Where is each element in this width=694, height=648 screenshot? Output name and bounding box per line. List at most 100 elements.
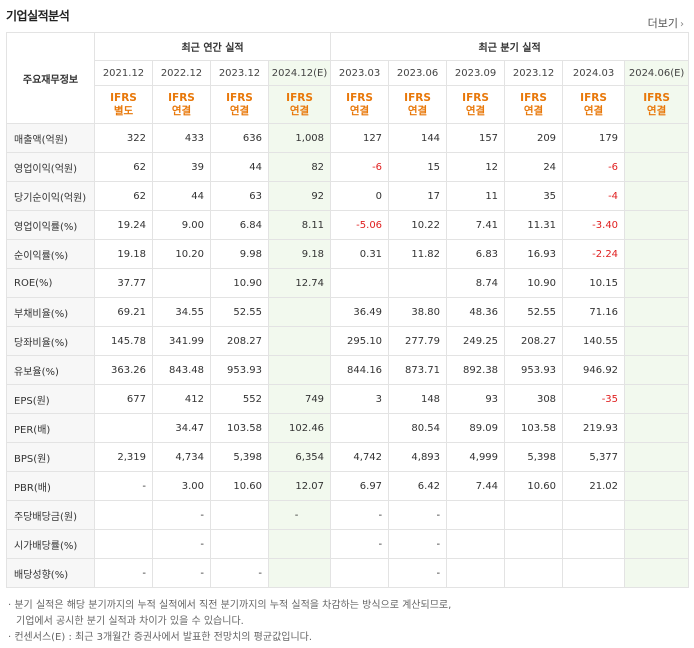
table-cell: 6.84 xyxy=(210,210,269,240)
type-scope: 연결 xyxy=(407,104,428,117)
table-cell: 37.77 xyxy=(94,268,153,298)
table-cell: - xyxy=(152,500,211,530)
accounting-type: IFRS 연결 xyxy=(562,85,626,124)
type-scope: 연결 xyxy=(523,104,544,117)
table-cell: 844.16 xyxy=(330,355,390,385)
table-cell: 10.20 xyxy=(152,239,211,269)
table-cell: 93 xyxy=(446,384,506,414)
type-standard: IFRS xyxy=(168,91,195,104)
type-scope: 연결 xyxy=(171,104,192,117)
table-cell: 208.27 xyxy=(210,326,269,356)
accounting-type: IFRS 연결 xyxy=(388,85,448,124)
table-cell: 433 xyxy=(152,123,211,153)
row-label: 영업이익(억원) xyxy=(6,152,95,182)
row-label: 매출액(억원) xyxy=(6,123,95,153)
more-link[interactable]: 더보기 › xyxy=(647,17,684,30)
table-cell: 412 xyxy=(152,384,211,414)
accounting-type: IFRS 연결 xyxy=(330,85,390,124)
period-header: 2023.09 xyxy=(446,60,506,86)
table-cell: 103.58 xyxy=(504,413,564,443)
table-cell: 36.49 xyxy=(330,297,390,327)
table-cell xyxy=(446,500,506,530)
table-cell: 9.98 xyxy=(210,239,269,269)
table-cell xyxy=(624,123,690,153)
table-cell xyxy=(624,558,690,588)
row-label: 영업이익률(%) xyxy=(6,210,95,240)
row-label: 유보율(%) xyxy=(6,355,95,385)
table-cell: 277.79 xyxy=(388,326,448,356)
accounting-type: IFRS 별도 xyxy=(94,85,153,124)
table-cell: 17 xyxy=(388,181,448,211)
table-cell xyxy=(94,500,153,530)
period-header: 2024.06(E) xyxy=(624,60,690,86)
table-cell: 21.02 xyxy=(562,471,626,501)
table-row: BPS(원) 2,319 4,734 5,398 6,354 4,742 4,893 4,99… xyxy=(6,442,690,472)
table-cell: -2.24 xyxy=(562,239,626,269)
row-label: 순이익률(%) xyxy=(6,239,95,269)
table-cell: 11.31 xyxy=(504,210,564,240)
type-standard: IFRS xyxy=(580,91,607,104)
table-row: ROE(%) 37.77 10.90 12.74 8.74 10.90 10.15 xyxy=(6,268,690,298)
table-cell: - xyxy=(330,500,390,530)
type-standard: IFRS xyxy=(110,91,137,104)
accounting-type: IFRS 연결 xyxy=(152,85,211,124)
period-header: 2023.06 xyxy=(388,60,448,86)
table-cell: 62 xyxy=(94,181,153,211)
row-label: 당좌비율(%) xyxy=(6,326,95,356)
table-cell: 144 xyxy=(388,123,448,153)
table-cell xyxy=(624,355,690,385)
table-cell: 219.93 xyxy=(562,413,626,443)
table-cell xyxy=(330,268,390,298)
table-cell: 9.00 xyxy=(152,210,211,240)
table-cell: 3.00 xyxy=(152,471,211,501)
table-cell: 552 xyxy=(210,384,269,414)
table-row: 주당배당금(원) - - - - xyxy=(6,500,690,530)
type-standard: IFRS xyxy=(226,91,253,104)
table-cell: 749 xyxy=(267,384,332,414)
table-cell: 208.27 xyxy=(504,326,564,356)
table-cell: 5,398 xyxy=(210,442,269,472)
type-scope: 연결 xyxy=(349,104,370,117)
table-cell: 8.11 xyxy=(267,210,332,240)
quarter-header: 최근 분기 실적 xyxy=(330,32,690,61)
footnote-1: · 분기 실적은 해당 분기까지의 누적 실적에서 직전 분기까지의 누적 실적… xyxy=(8,600,452,611)
table-cell xyxy=(94,529,153,559)
table-cell: 11 xyxy=(446,181,506,211)
table-cell: 9.18 xyxy=(267,239,332,269)
accounting-type: IFRS 연결 xyxy=(504,85,564,124)
table-cell: 10.60 xyxy=(504,471,564,501)
table-cell: 39 xyxy=(152,152,211,182)
table-cell: -6 xyxy=(562,152,626,182)
table-row: 당좌비율(%) 145.78 341.99 208.27 295.10 277.79 249… xyxy=(6,326,690,356)
table-cell: - xyxy=(330,529,390,559)
table-cell: 3 xyxy=(330,384,390,414)
type-standard: IFRS xyxy=(462,91,489,104)
period-header: 2023.12 xyxy=(504,60,564,86)
table-cell xyxy=(94,413,153,443)
type-scope: 연결 xyxy=(646,104,667,117)
table-cell: 677 xyxy=(94,384,153,414)
table-cell: 249.25 xyxy=(446,326,506,356)
table-cell: 6.83 xyxy=(446,239,506,269)
table-cell: 843.48 xyxy=(152,355,211,385)
table-cell: 6.42 xyxy=(388,471,448,501)
section-title: 기업실적분석 xyxy=(6,9,70,23)
table-cell: 4,999 xyxy=(446,442,506,472)
table-cell: 157 xyxy=(446,123,506,153)
table-cell xyxy=(562,529,626,559)
row-label: 부채비율(%) xyxy=(6,297,95,327)
table-cell: 12.74 xyxy=(267,268,332,298)
type-scope: 연결 xyxy=(465,104,486,117)
table-cell: 7.44 xyxy=(446,471,506,501)
table-cell: 0.31 xyxy=(330,239,390,269)
table-cell: 48.36 xyxy=(446,297,506,327)
table-cell: 52.55 xyxy=(504,297,564,327)
table-cell: 1,008 xyxy=(267,123,332,153)
table-cell: 69.21 xyxy=(94,297,153,327)
type-standard: IFRS xyxy=(643,91,670,104)
table-cell xyxy=(152,268,211,298)
type-standard: IFRS xyxy=(520,91,547,104)
table-cell xyxy=(624,500,690,530)
table-cell: - xyxy=(94,558,153,588)
row-label: PER(배) xyxy=(6,413,95,443)
